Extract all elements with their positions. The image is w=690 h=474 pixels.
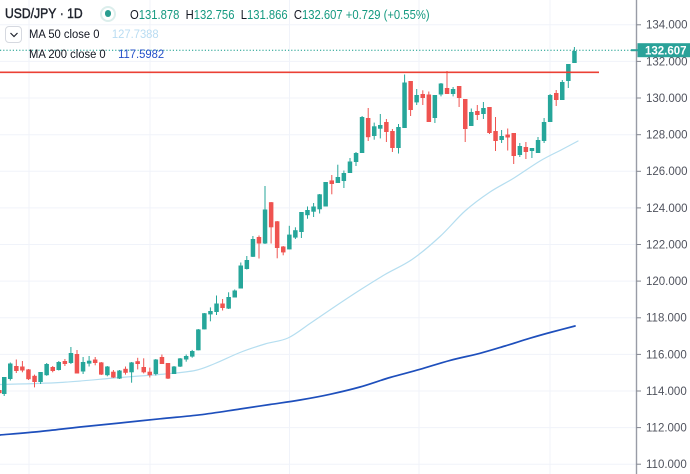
svg-text:120.000: 120.000 [646, 276, 688, 288]
svg-text:134.000: 134.000 [646, 20, 688, 32]
svg-text:132.000: 132.000 [646, 56, 688, 68]
svg-text:124.000: 124.000 [646, 203, 688, 215]
svg-text:112.000: 112.000 [646, 423, 687, 435]
svg-text:118.000: 118.000 [646, 313, 687, 325]
svg-text:122.000: 122.000 [646, 239, 688, 251]
svg-text:114.000: 114.000 [646, 386, 687, 398]
svg-text:132.607: 132.607 [645, 45, 687, 57]
svg-text:110.000: 110.000 [646, 459, 687, 471]
svg-text:130.000: 130.000 [646, 93, 688, 105]
svg-text:126.000: 126.000 [646, 166, 688, 178]
svg-text:128.000: 128.000 [646, 130, 688, 142]
svg-text:116.000: 116.000 [646, 349, 687, 361]
